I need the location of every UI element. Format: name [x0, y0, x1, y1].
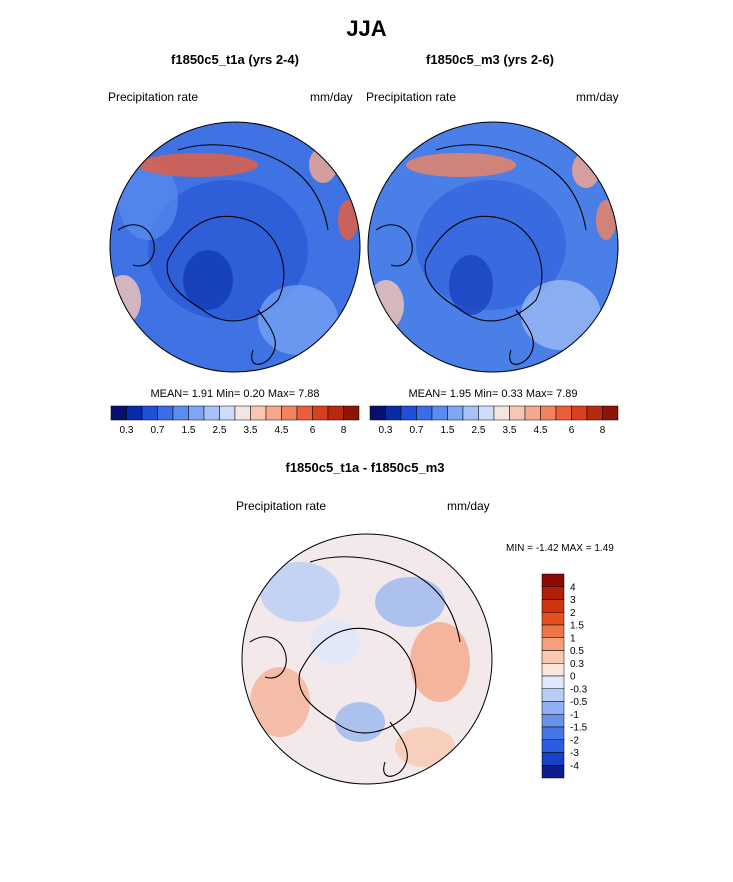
diff-colorbar-swatch: [541, 586, 565, 600]
left-colorbar-tick-label: 4.5: [275, 425, 289, 436]
right-colorbar-tick-label: 4.5: [534, 425, 548, 436]
left-colorbar-tick-label: 2.5: [213, 425, 227, 436]
diff-colorbar-swatch: [541, 663, 565, 677]
right-colorbar-swatch: [478, 405, 495, 421]
diff-colorbar-swatch: [541, 714, 565, 728]
diff-colorbar-swatch: [541, 599, 565, 613]
main-title: JJA: [346, 16, 387, 41]
left-units-label: mm/day: [310, 90, 353, 104]
diff-colorbar-tick-label: 2: [570, 608, 576, 619]
diff-colorbar: 4 3 2 1.51 0.5 0.3 0-0.3 -0.5 -1 -1.5-2 -3 -4: [541, 573, 588, 779]
diff-colorbar-tick-label: 3: [570, 595, 576, 606]
diff-colorbar-swatch: [541, 573, 565, 587]
right-colorbar-swatch: [385, 405, 402, 421]
right-colorbar-swatch: [369, 405, 386, 421]
diff-panel-title: f1850c5_t1a - f1850c5_m3: [285, 460, 445, 475]
diff-colorbar-swatch: [541, 726, 565, 740]
diff-colorbar-tick-label: 0.3: [570, 659, 584, 670]
diff-units-label: mm/day: [447, 499, 490, 513]
right-polar-map: [367, 121, 619, 373]
left-colorbar-swatch: [281, 405, 298, 421]
diff-polar-map: [241, 533, 493, 785]
left-variable-label: Precipitation rate: [108, 90, 199, 104]
left-colorbar-tick-label: 0.7: [151, 425, 165, 436]
diff-colorbar-tick-label: 0: [570, 672, 576, 683]
diff-colorbar-tick-label: -0.5: [570, 697, 588, 708]
right-colorbar-tick-label: 2.5: [472, 425, 486, 436]
diff-stats: MIN = -1.42 MAX = 1.49: [506, 543, 614, 554]
diff-colorbar-tick-label: -1: [570, 710, 579, 721]
right-variable-label: Precipitation rate: [366, 90, 457, 104]
diff-colorbar-tick-label: 1: [570, 633, 576, 644]
left-colorbar-swatch: [296, 405, 313, 421]
diff-colorbar-tick-label: -2: [570, 735, 579, 746]
diff-colorbar-swatch: [541, 765, 565, 779]
left-colorbar-swatch: [203, 405, 220, 421]
left-colorbar-swatch: [126, 405, 143, 421]
diff-colorbar-tick-label: -4: [570, 761, 579, 772]
left-stats: MEAN= 1.91 Min= 0.20 Max= 7.88: [150, 388, 320, 400]
right-panel-title: f1850c5_m3 (yrs 2-6): [426, 52, 554, 67]
right-colorbar-swatch: [447, 405, 464, 421]
right-colorbar-tick-label: 1.5: [441, 425, 455, 436]
right-colorbar-swatch: [540, 405, 557, 421]
left-colorbar-swatch: [327, 405, 344, 421]
diff-colorbar-tick-label: -0.3: [570, 684, 588, 695]
right-colorbar-swatch: [524, 405, 541, 421]
diff-colorbar-swatch: [541, 675, 565, 689]
right-colorbar-tick-label: 0.7: [410, 425, 424, 436]
right-colorbar-swatch: [586, 405, 603, 421]
right-units-label: mm/day: [576, 90, 619, 104]
left-colorbar-tick-label: 8: [341, 425, 347, 436]
left-colorbar-swatch: [343, 405, 360, 421]
right-colorbar-swatch: [431, 405, 448, 421]
diff-colorbar-tick-label: 1.5: [570, 621, 584, 632]
left-colorbar-swatch: [172, 405, 189, 421]
diff-colorbar-tick-label: 4: [570, 582, 576, 593]
diff-colorbar-tick-label: -1.5: [570, 723, 588, 734]
left-colorbar: 0.3 0.7 1.5 2.5 3.5 4.5 6 8: [110, 405, 360, 436]
right-colorbar-swatch: [416, 405, 433, 421]
right-colorbar-swatch: [462, 405, 479, 421]
diff-colorbar-swatch: [541, 701, 565, 715]
left-colorbar-swatch: [188, 405, 205, 421]
right-colorbar-swatch: [400, 405, 417, 421]
left-panel-title: f1850c5_t1a (yrs 2-4): [171, 52, 299, 67]
right-colorbar-tick-label: 3.5: [503, 425, 517, 436]
right-colorbar-swatch: [602, 405, 619, 421]
diff-colorbar-swatch: [541, 624, 565, 638]
left-polar-map: [109, 121, 361, 373]
left-colorbar-tick-label: 6: [310, 425, 316, 436]
right-colorbar-tick-label: 8: [600, 425, 606, 436]
right-colorbar-swatch: [509, 405, 526, 421]
left-colorbar-swatch: [234, 405, 251, 421]
left-colorbar-swatch: [157, 405, 174, 421]
right-colorbar-tick-label: 0.3: [379, 425, 393, 436]
left-colorbar-swatch: [265, 405, 282, 421]
right-stats: MEAN= 1.95 Min= 0.33 Max= 7.89: [408, 388, 578, 400]
right-colorbar-swatch: [571, 405, 588, 421]
diff-colorbar-swatch: [541, 650, 565, 664]
left-colorbar-swatch: [141, 405, 158, 421]
right-colorbar-swatch: [555, 405, 572, 421]
left-colorbar-swatch: [219, 405, 236, 421]
diff-colorbar-swatch: [541, 688, 565, 702]
left-colorbar-swatch: [110, 405, 127, 421]
left-colorbar-swatch: [250, 405, 267, 421]
diff-colorbar-swatch: [541, 637, 565, 651]
right-colorbar-tick-label: 6: [569, 425, 575, 436]
left-colorbar-swatch: [312, 405, 329, 421]
right-colorbar: 0.3 0.7 1.5 2.5 3.5 4.5 6 8: [369, 405, 619, 436]
diff-colorbar-swatch: [541, 612, 565, 626]
diff-colorbar-swatch: [541, 752, 565, 766]
left-colorbar-tick-label: 1.5: [182, 425, 196, 436]
right-colorbar-swatch: [493, 405, 510, 421]
left-colorbar-tick-label: 0.3: [120, 425, 134, 436]
diff-colorbar-tick-label: 0.5: [570, 646, 584, 657]
diff-variable-label: Precipitation rate: [236, 499, 327, 513]
left-colorbar-tick-label: 3.5: [244, 425, 258, 436]
diff-colorbar-swatch: [541, 739, 565, 753]
diff-colorbar-tick-label: -3: [570, 748, 579, 759]
